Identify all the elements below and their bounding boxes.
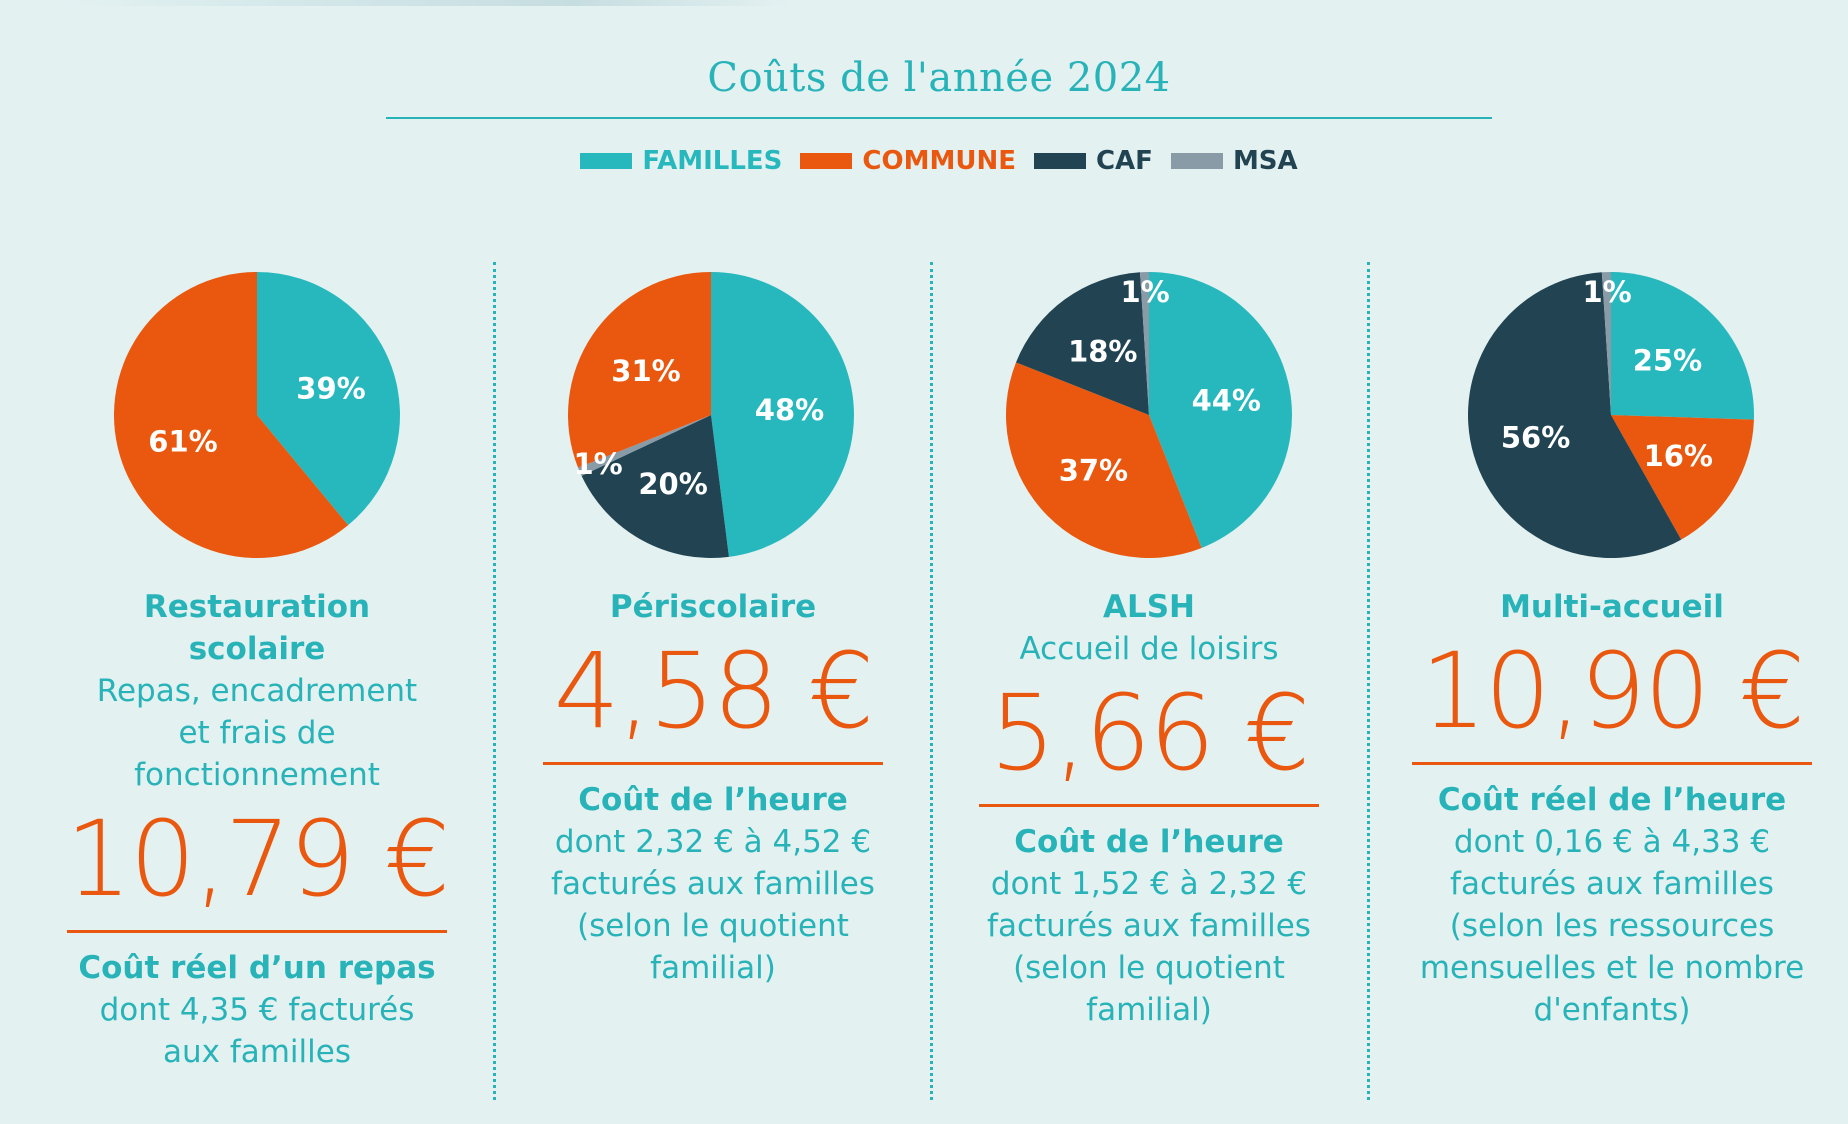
price-rule <box>543 762 883 765</box>
chart-title: Coûts de l'année 2024 <box>707 55 1171 101</box>
pie-chart-alsh: 44% 37% 18% 1% <box>1005 272 1293 559</box>
column-divider-3 <box>1367 262 1370 1100</box>
slice-label-familles: 48% <box>755 393 824 427</box>
pie-chart-multi-accueil: 25% 16% 56% 1% <box>1468 272 1755 558</box>
slice-label-msa: 1% <box>1582 275 1631 309</box>
title-rule <box>386 117 1492 119</box>
legend: FAMILLES COMMUNE CAF MSA <box>0 146 1848 176</box>
price-value: 4,58 € <box>553 630 875 752</box>
price-caption: Coût de l’heure <box>578 782 848 818</box>
slice-label-commune: 16% <box>1644 439 1713 473</box>
pie-slice-familles <box>1611 272 1755 420</box>
panel-name: ALSH <box>1102 589 1196 625</box>
price-detail: dont 4,35 € facturés aux familles <box>99 992 415 1070</box>
legend-item-familles: FAMILLES <box>580 146 782 176</box>
price-value: 5,66 € <box>989 672 1311 794</box>
legend-label-commune: COMMUNE <box>862 146 1016 176</box>
legend-swatch-msa <box>1170 153 1223 169</box>
pie-slice-msa <box>1140 272 1149 415</box>
pie-chart-periscolaire: 48% 20% 1% 31% <box>567 272 854 558</box>
pie-slice-caf <box>1468 272 1682 558</box>
slice-label-caf: 20% <box>638 467 707 501</box>
panel-name: Périscolaire <box>609 589 817 625</box>
panel-subtitle: Repas, encadrement et frais de fonctionn… <box>96 673 418 793</box>
legend-label-caf: CAF <box>1095 146 1153 176</box>
pie-slice-familles <box>257 272 400 526</box>
slice-label-msa: 1% <box>573 447 622 481</box>
legend-label-msa: MSA <box>1232 146 1298 176</box>
pie-slice-familles <box>711 272 854 557</box>
pie-slice-msa <box>578 415 711 476</box>
price-rule <box>979 804 1319 807</box>
pie-slice-caf <box>581 415 729 558</box>
price-detail: dont 2,32 € à 4,52 € facturés aux famill… <box>551 824 875 986</box>
pie-chart-restauration: 39% 61% <box>113 272 400 558</box>
legend-label-familles: FAMILLES <box>642 146 783 176</box>
price-rule <box>67 930 447 933</box>
panel-multi-accueil: Multi-accueil 10,90 € Coût réel de l’heu… <box>1412 586 1812 1031</box>
slice-label-caf: 18% <box>1068 334 1137 368</box>
column-divider-1 <box>493 262 496 1100</box>
slice-label-caf: 56% <box>1501 420 1570 454</box>
pie-slice-msa <box>1601 272 1611 415</box>
slice-label-commune: 61% <box>148 425 217 459</box>
slice-label-familles: 39% <box>296 371 365 405</box>
panel-periscolaire: Périscolaire 4,58 € Coût de l’heure dont… <box>513 586 913 989</box>
pie-slice-commune <box>113 272 349 558</box>
price-value: 10,79 € <box>65 798 451 920</box>
panel-subtitle: Accueil de loisirs <box>1019 631 1279 667</box>
legend-swatch-commune <box>800 153 853 169</box>
panel-alsh: ALSH Accueil de loisirs 5,66 € Coût de l… <box>949 586 1349 1031</box>
price-rule <box>1412 762 1812 765</box>
legend-item-msa: MSA <box>1170 146 1298 176</box>
panel-name: Restauration scolaire <box>143 589 371 667</box>
pie-slice-familles <box>1149 272 1293 548</box>
slice-label-commune: 37% <box>1059 454 1128 488</box>
price-detail: dont 1,52 € à 2,32 € facturés aux famill… <box>987 866 1311 1028</box>
pie-slice-commune <box>1611 415 1754 540</box>
slice-label-familles: 44% <box>1192 383 1261 417</box>
legend-swatch-caf <box>1033 153 1086 169</box>
column-divider-2 <box>930 262 933 1100</box>
pie-slice-commune <box>567 272 711 468</box>
slice-label-commune: 31% <box>611 354 680 388</box>
slice-label-familles: 25% <box>1633 343 1702 377</box>
price-caption: Coût de l’heure <box>1014 824 1284 860</box>
price-caption: Coût réel de l’heure <box>1437 782 1787 818</box>
top-decoration <box>70 0 790 6</box>
slice-label-msa: 1% <box>1120 275 1169 309</box>
price-caption: Coût réel d’un repas <box>78 950 436 986</box>
pie-slice-commune <box>1005 362 1202 559</box>
price-detail: dont 0,16 € à 4,33 € facturés aux famill… <box>1419 824 1805 1028</box>
pie-slice-caf <box>1016 272 1149 415</box>
panel-restauration: Restauration scolaire Repas, encadrement… <box>57 586 457 1073</box>
legend-item-commune: COMMUNE <box>800 146 1016 176</box>
price-value: 10,90 € <box>1420 630 1806 752</box>
legend-swatch-familles <box>580 153 633 169</box>
panel-name: Multi-accueil <box>1500 589 1724 625</box>
legend-item-caf: CAF <box>1033 146 1153 176</box>
